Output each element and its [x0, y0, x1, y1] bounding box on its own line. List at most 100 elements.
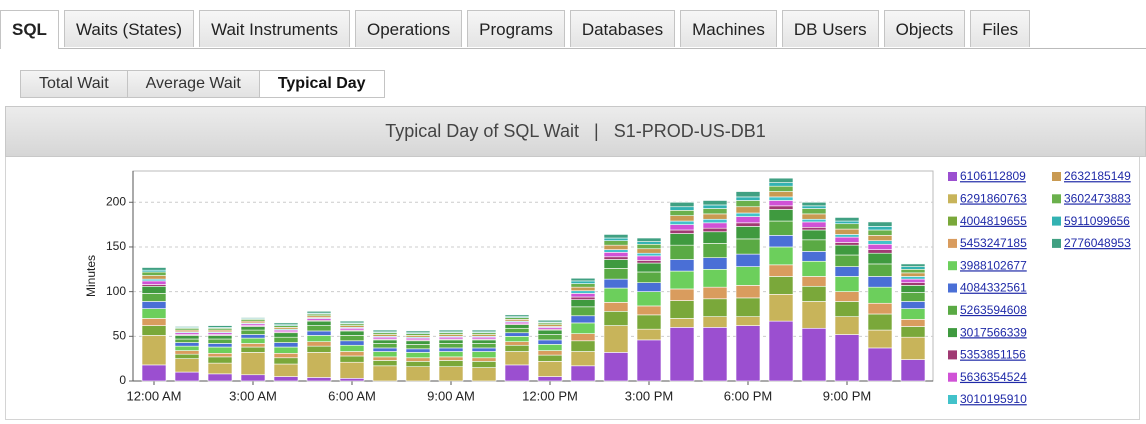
bar-segment: [207, 335, 233, 340]
tab[interactable]: Files: [970, 10, 1031, 47]
legend-item[interactable]: 2776048953: [1052, 236, 1131, 250]
bar-segment: [537, 339, 563, 345]
legend-item[interactable]: 3010195910: [948, 392, 1027, 406]
tab[interactable]: Databases: [569, 10, 676, 47]
bar-segment: [636, 243, 662, 250]
bar-segment: [801, 276, 827, 287]
bar-segment: [438, 351, 464, 358]
bar-segment: [207, 346, 233, 354]
bar-segment: [801, 260, 827, 277]
subtab[interactable]: Total Wait: [21, 71, 128, 97]
plot-area: [132, 170, 934, 382]
bar-segment: [834, 291, 860, 302]
legend-item[interactable]: 6291860763: [948, 191, 1027, 205]
bar-segment: [834, 236, 860, 243]
legend-item[interactable]: 3017566339: [948, 325, 1027, 339]
legend-item[interactable]: 4084332561: [948, 281, 1027, 295]
bar-segment: [867, 235, 893, 242]
bar-segment: [636, 262, 662, 273]
bar-segment: [141, 280, 167, 285]
legend-swatch: [948, 328, 957, 338]
legend-item[interactable]: 4004819655: [948, 214, 1027, 228]
bar-segment: [273, 352, 299, 359]
bar-segment: [702, 268, 728, 288]
bar-segment: [636, 237, 662, 242]
bar-segment: [438, 339, 464, 344]
subtab[interactable]: Average Wait: [127, 71, 260, 97]
bar-segment: [801, 205, 827, 209]
bar-segment: [735, 226, 761, 240]
bar-segment: [570, 277, 596, 282]
legend-label[interactable]: 5263594608: [960, 303, 1027, 317]
bar-segment: [438, 329, 464, 333]
legend-label[interactable]: 3017566339: [960, 325, 1027, 339]
tab[interactable]: Machines: [680, 10, 777, 47]
legend-item[interactable]: 5453247185: [948, 236, 1027, 250]
legend-label[interactable]: 4084332561: [960, 281, 1027, 295]
bar-segment: [801, 213, 827, 220]
bar-segment: [537, 334, 563, 341]
x-tick-label: 6:00 AM: [328, 388, 376, 403]
legend-label[interactable]: 3602473883: [1064, 191, 1131, 205]
bar-segment: [174, 345, 200, 351]
bar-segment: [801, 226, 827, 231]
legend-item[interactable]: 5263594608: [948, 303, 1027, 317]
legend-label[interactable]: 3988102677: [960, 258, 1027, 272]
legend-item[interactable]: 2632185149: [1052, 169, 1131, 183]
bar-segment: [339, 344, 365, 352]
tab[interactable]: Programs: [467, 10, 565, 47]
subtab[interactable]: Typical Day: [259, 71, 384, 97]
legend-label[interactable]: 2776048953: [1064, 236, 1131, 250]
x-tick-label: 12:00 AM: [127, 388, 182, 403]
bar-segment: [372, 339, 398, 344]
legend-item[interactable]: 5911099656: [1052, 214, 1130, 228]
legend-label[interactable]: 5353851156: [960, 348, 1026, 362]
bar-segment: [339, 340, 365, 346]
tab[interactable]: Wait Instruments: [199, 10, 350, 47]
legend-item[interactable]: 6106112809: [948, 169, 1026, 183]
bar-segment: [603, 259, 629, 269]
bar-segment: [801, 221, 827, 228]
legend-label[interactable]: 5911099656: [1064, 214, 1130, 228]
bar-segment: [834, 334, 860, 382]
tab[interactable]: Objects: [883, 10, 966, 47]
bar-segment: [405, 366, 431, 382]
legend-swatch: [948, 372, 957, 382]
bar-segment: [438, 356, 464, 361]
legend-label[interactable]: 5453247185: [960, 236, 1027, 250]
legend-item[interactable]: 5636354524: [948, 370, 1027, 384]
tab[interactable]: SQL: [0, 10, 59, 49]
bar-segment: [174, 326, 200, 328]
bar-segment: [636, 339, 662, 382]
legend-swatch: [1052, 172, 1061, 181]
legend-label[interactable]: 4004819655: [960, 214, 1027, 228]
bar-segment: [141, 285, 167, 294]
bar-segment: [405, 352, 431, 359]
legend-label[interactable]: 3010195910: [960, 392, 1027, 406]
bar-segment: [801, 285, 827, 302]
legend-label[interactable]: 6106112809: [960, 169, 1026, 183]
bar-segment: [669, 270, 695, 290]
bar-segment: [735, 200, 761, 208]
bar-segment: [900, 285, 926, 293]
legend-item[interactable]: 3988102677: [948, 258, 1027, 272]
bar-segment: [669, 224, 695, 231]
bar-segment: [768, 264, 794, 277]
bar-segment: [273, 342, 299, 348]
bar-segment: [570, 296, 596, 300]
bar-segment: [702, 327, 728, 382]
tab[interactable]: Operations: [354, 10, 463, 47]
bar-segment: [669, 229, 695, 234]
bar-segment: [306, 320, 332, 326]
bar-segment: [570, 351, 596, 367]
subtab-bar: Total Wait Average Wait Typical Day: [20, 70, 385, 98]
bar-segment: [636, 248, 662, 254]
tab[interactable]: DB Users: [781, 10, 879, 47]
legend-label[interactable]: 2632185149: [1064, 169, 1131, 183]
legend-item[interactable]: 3602473883: [1052, 191, 1131, 205]
legend-label[interactable]: 5636354524: [960, 370, 1027, 384]
tab[interactable]: Waits (States): [63, 10, 195, 47]
legend-item[interactable]: 5353851156: [948, 348, 1026, 362]
legend-label[interactable]: 6291860763: [960, 191, 1027, 205]
